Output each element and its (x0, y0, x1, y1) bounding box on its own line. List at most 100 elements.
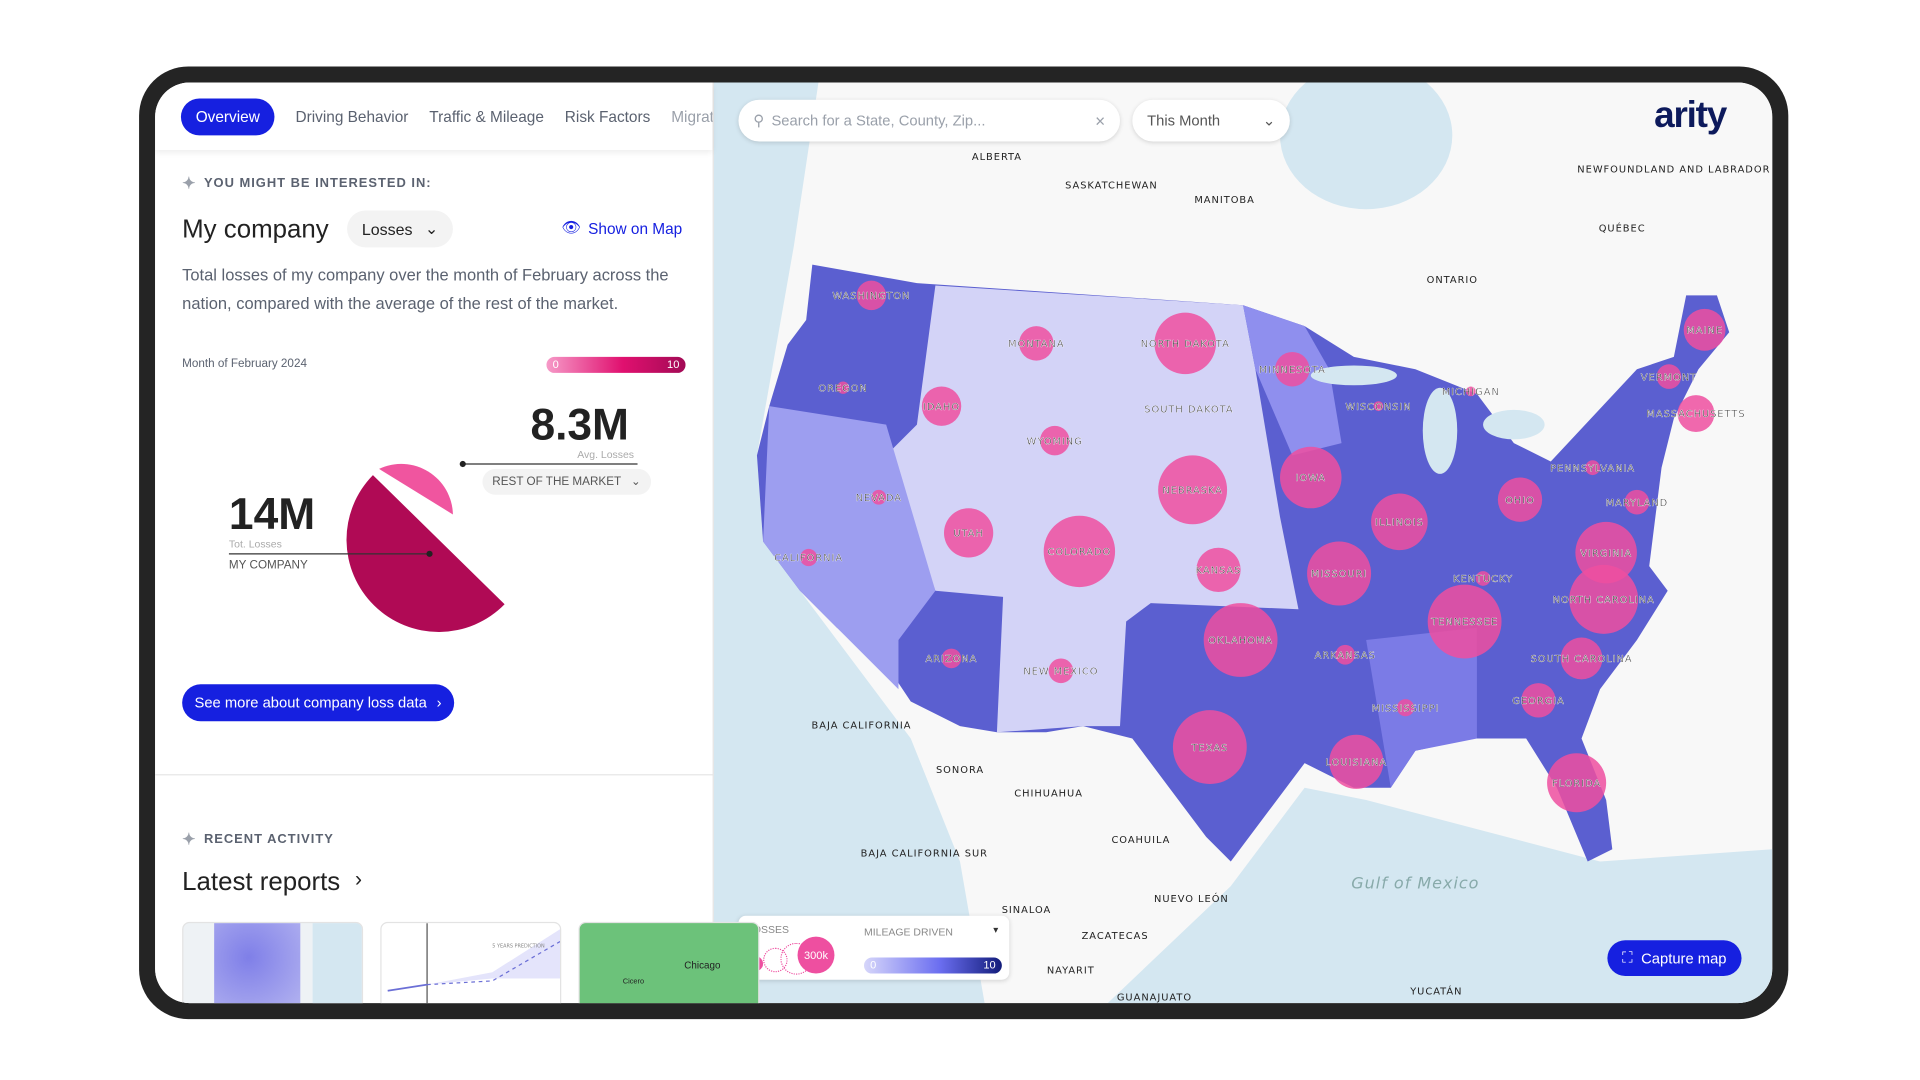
loss-bubble[interactable] (1158, 455, 1228, 525)
state-label: OREGON (818, 383, 867, 394)
state-label: NORTH DAKOTA (1141, 339, 1230, 350)
state-label: VIRGINIA (1580, 548, 1632, 559)
loss-bubble[interactable] (1427, 584, 1502, 659)
loss-bubble[interactable] (1172, 710, 1247, 785)
location-pin-icon: ⚲ (753, 112, 765, 130)
loss-bubble[interactable] (1048, 658, 1074, 684)
tab-traffic-mileage[interactable]: Traffic & Mileage (429, 107, 544, 125)
market-dropdown[interactable]: REST OF THE MARKET ⌄ (482, 468, 651, 495)
tab-overview[interactable]: Overview (180, 97, 275, 135)
mileage-scale: 0 10 (864, 957, 1002, 974)
loss-bubble[interactable] (1335, 644, 1356, 665)
period-label: Month of February 2024 (182, 356, 307, 371)
state-label: WASHINGTON (832, 291, 910, 302)
legend-bubble-max: 300k (797, 936, 835, 974)
loss-bubble[interactable] (1329, 734, 1384, 789)
loss-bubble[interactable] (1656, 364, 1682, 389)
loss-bubble[interactable] (1497, 477, 1543, 522)
thumb-label-chicago: Chicago (684, 960, 721, 972)
state-label: MISSOURI (1311, 569, 1367, 580)
arity-logo: arity (1654, 94, 1727, 136)
latest-reports-title: Latest reports (182, 867, 341, 897)
loss-bubble[interactable] (1475, 571, 1491, 586)
loss-bubble[interactable] (1371, 493, 1428, 551)
metric-dropdown[interactable]: Losses ⌄ (347, 210, 454, 248)
cta-text: See more about company loss data (194, 694, 427, 712)
region-label: NEWFOUNDLAND AND LABRADOR (1577, 164, 1770, 175)
metric-value: Losses (361, 219, 413, 239)
loss-bubble[interactable] (1396, 699, 1415, 717)
loss-bubble[interactable] (944, 508, 994, 558)
period-dropdown[interactable]: This Month ⌄ (1132, 99, 1290, 142)
loss-bubble[interactable] (1203, 603, 1278, 677)
region-label: BAJA CALIFORNIA (812, 721, 912, 732)
state-label: MICHIGAN (1442, 387, 1500, 398)
search-placeholder: Search for a State, County, Zip... (771, 112, 986, 130)
see-more-button[interactable]: See more about company loss data › (182, 684, 454, 722)
caret-down-icon[interactable]: ▾ (993, 924, 999, 936)
clear-icon[interactable]: × (1095, 110, 1106, 131)
loss-bubble[interactable] (1465, 386, 1476, 397)
map-legend: LOSSES 0 300k MILEAGE DRIVEN ▾ 010 (738, 915, 1010, 980)
loss-bubble[interactable] (1373, 401, 1384, 412)
loss-bubble[interactable] (921, 386, 962, 426)
report-thumbnail[interactable] (182, 921, 364, 1004)
search-input[interactable]: ⚲ Search for a State, County, Zip... × (738, 99, 1121, 142)
loss-bubble[interactable] (1569, 564, 1639, 634)
state-label: KANSAS (1196, 566, 1242, 577)
gulf-water (1107, 787, 1773, 1004)
region-label: ZACATECAS (1082, 931, 1149, 942)
region-label: SASKATCHEWAN (1065, 180, 1158, 191)
tab-migration[interactable]: Migratio (671, 107, 712, 125)
loss-bubble[interactable] (1307, 541, 1372, 606)
state-label: TENNESSEE (1430, 617, 1498, 628)
loss-bubble[interactable] (1547, 753, 1607, 813)
loss-bubble[interactable] (1154, 312, 1217, 375)
loss-bubble[interactable] (1560, 637, 1603, 680)
loss-bubble[interactable] (1196, 547, 1241, 593)
thumb-label-cicero: Cicero (622, 978, 645, 986)
us-map[interactable]: WASHINGTON OREGON CALIFORNIA NEVADA IDAHO MON… (713, 82, 1773, 1004)
report-thumbnail[interactable]: 5 YEARS PREDICTION (380, 921, 562, 1004)
loss-bubble[interactable] (836, 381, 850, 394)
loss-bubble[interactable] (871, 489, 887, 505)
loss-bubble[interactable] (1585, 460, 1601, 476)
tab-driving-behavior[interactable]: Driving Behavior (295, 107, 409, 125)
loss-bubble[interactable] (856, 280, 887, 311)
state-label: WYOMING (1027, 436, 1083, 447)
loss-bubble[interactable] (1677, 395, 1715, 433)
loss-bubble[interactable] (1043, 515, 1116, 588)
state-label: MONTANA (1008, 339, 1065, 350)
loss-bubble[interactable] (1275, 352, 1310, 387)
map-view[interactable]: WASHINGTON OREGON CALIFORNIA NEVADA IDAHO MON… (713, 82, 1773, 1004)
legend-mileage-label[interactable]: MILEAGE DRIVEN (864, 925, 953, 938)
tab-risk-factors[interactable]: Risk Factors (564, 107, 651, 125)
color-scale: 0 10 (546, 356, 686, 373)
state-label: MISSISSIPPI (1372, 703, 1440, 714)
loss-bubble[interactable] (1521, 683, 1556, 718)
latest-reports-link[interactable]: Latest reports › (182, 868, 362, 898)
loss-bubble[interactable] (1683, 308, 1726, 351)
show-on-map-link[interactable]: 👁 Show on Map (561, 219, 682, 237)
divider (155, 774, 714, 776)
state-label: MASSACHUSETTS (1646, 409, 1745, 420)
eye-icon: 👁 (561, 219, 581, 237)
loss-bubble[interactable] (1040, 425, 1070, 456)
loss-bubble[interactable] (1624, 489, 1650, 515)
scale-max: 10 (983, 958, 996, 972)
region-label: BAJA CALIFORNIA SUR (861, 849, 988, 860)
card-description: Total losses of my company over the mont… (182, 265, 669, 313)
state-label: VERMONT (1641, 372, 1697, 383)
state-label: FLORIDA (1552, 778, 1601, 789)
scale-min: 0 (870, 958, 877, 972)
loss-bubble[interactable] (941, 648, 962, 669)
loss-bubble[interactable] (1280, 446, 1342, 509)
loss-bubble[interactable] (1575, 521, 1637, 584)
report-thumbnail[interactable]: Chicago Cicero (578, 921, 760, 1004)
period-value: This Month (1147, 112, 1221, 130)
loss-bubble[interactable] (1019, 326, 1054, 361)
capture-map-button[interactable]: ⛶ Capture map (1607, 940, 1742, 977)
chevron-right-icon: › (354, 867, 362, 892)
region-label: QUÉBEC (1599, 221, 1646, 234)
loss-bubble[interactable] (800, 548, 818, 567)
